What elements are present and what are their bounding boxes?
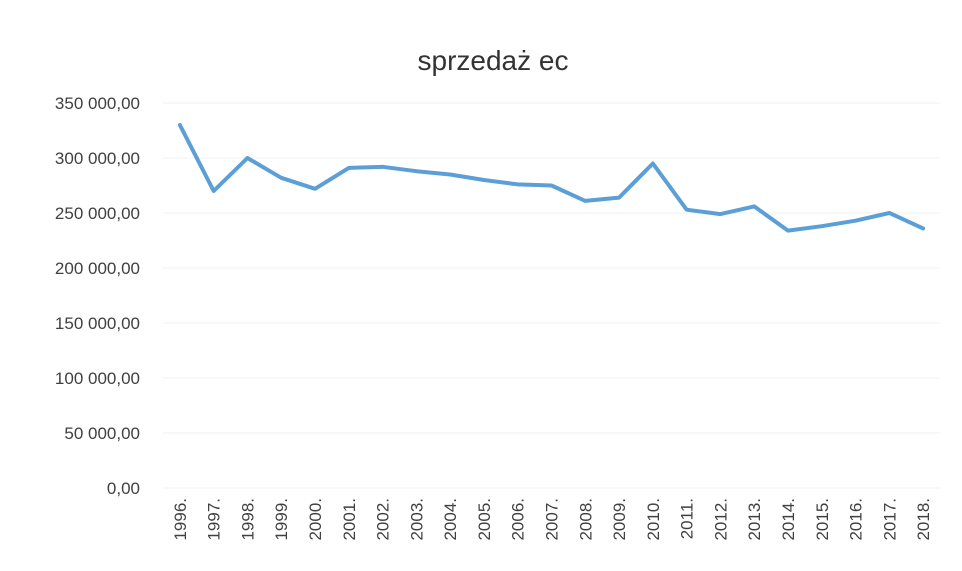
y-tick-label: 0,00 xyxy=(107,479,140,498)
x-tick-label: 2010. xyxy=(644,498,663,541)
y-tick-label: 250 000,00 xyxy=(55,204,140,223)
line-series xyxy=(177,123,926,233)
x-tick-label: 2016. xyxy=(847,498,866,541)
x-tick-label: 2009. xyxy=(610,498,629,541)
x-tick-label: 1997. xyxy=(205,498,224,541)
x-tick-label: 1998. xyxy=(238,498,257,541)
x-tick-label: 2018. xyxy=(914,498,933,541)
x-tick-label: 1996. xyxy=(171,498,190,541)
x-tick-label: 2008. xyxy=(576,498,595,541)
x-tick-label: 2006. xyxy=(509,498,528,541)
y-tick-label: 100 000,00 xyxy=(55,369,140,388)
x-tick-label: 2014. xyxy=(779,498,798,541)
x-tick-label: 2005. xyxy=(475,498,494,541)
x-tick-label: 1999. xyxy=(272,498,291,541)
x-tick-label: 2011. xyxy=(678,498,697,539)
x-tick-label: 2003. xyxy=(407,498,426,541)
x-tick-label: 2001. xyxy=(340,498,359,541)
y-tick-label: 200 000,00 xyxy=(55,259,140,278)
x-tick-label: 2013. xyxy=(745,498,764,541)
y-tick-label: 150 000,00 xyxy=(55,314,140,333)
x-tick-label: 2004. xyxy=(441,498,460,541)
x-tick-label: 2012. xyxy=(711,498,730,541)
x-tick-label: 2017. xyxy=(880,498,899,541)
y-tick-label: 300 000,00 xyxy=(55,149,140,168)
y-tick-label: 350 000,00 xyxy=(55,94,140,113)
y-tick-label: 50 000,00 xyxy=(64,424,140,443)
x-tick-label: 2015. xyxy=(813,498,832,541)
x-tick-label: 2002. xyxy=(374,498,393,541)
x-tick-label: 2007. xyxy=(543,498,562,541)
chart-title: sprzedaż ec xyxy=(418,45,569,76)
x-tick-label: 2000. xyxy=(306,498,325,541)
